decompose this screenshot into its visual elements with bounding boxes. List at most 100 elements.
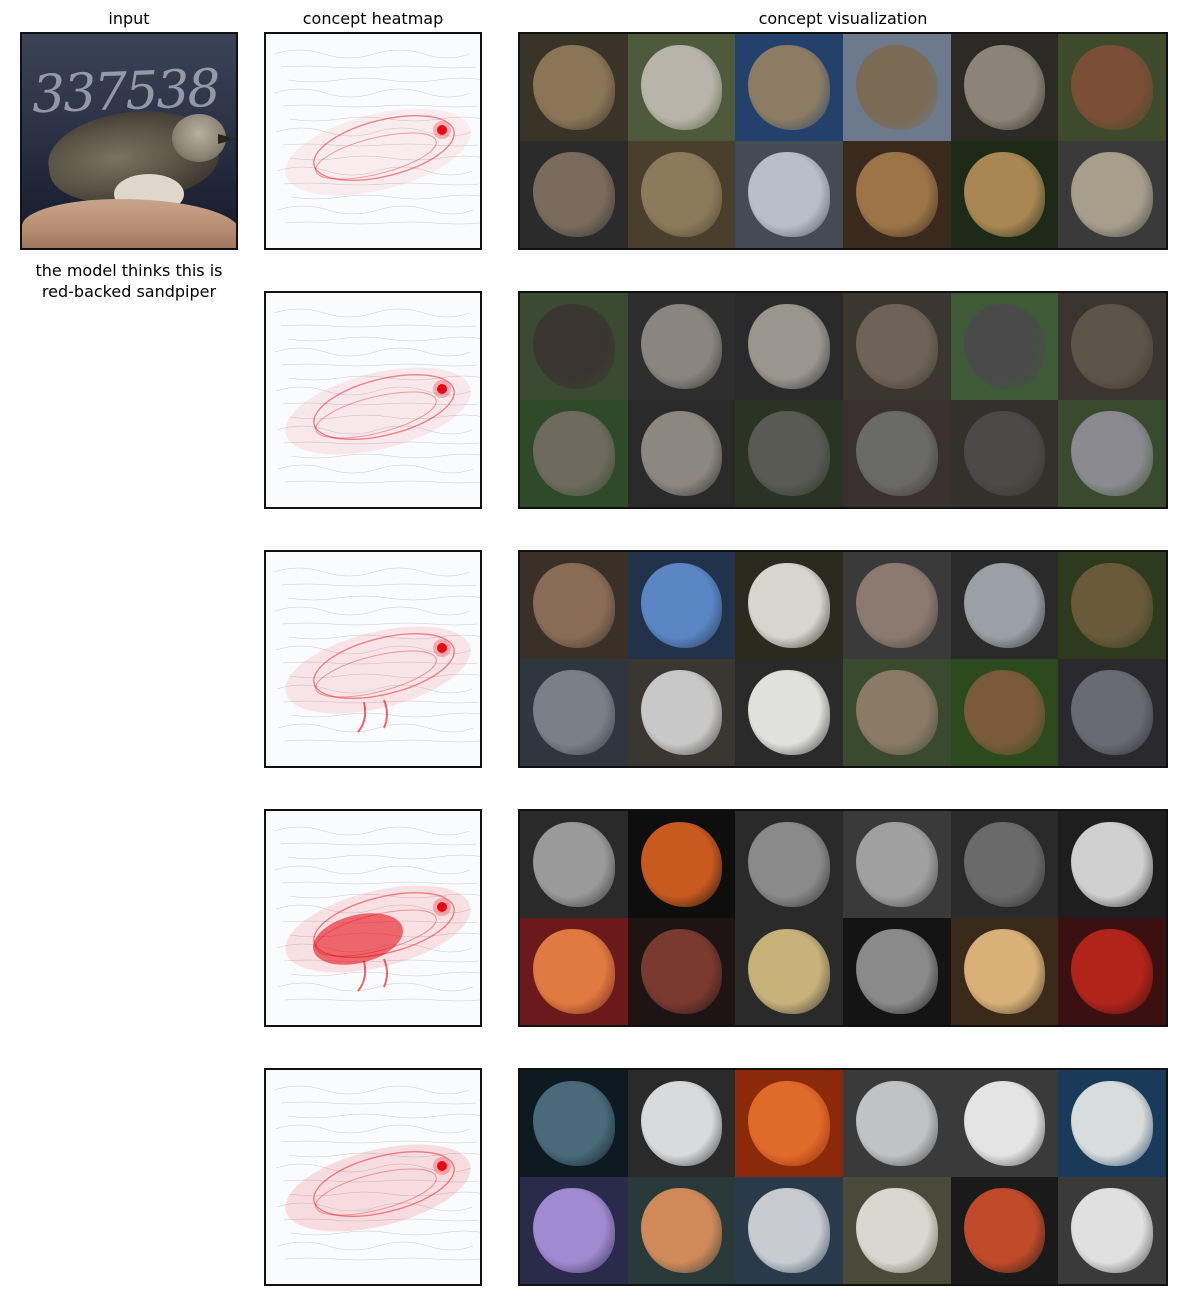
wing-outline: [315, 391, 437, 439]
concept-patch: [627, 400, 736, 507]
highlighted-region: [1071, 151, 1154, 238]
highlighted-region: [1071, 410, 1154, 497]
concept-patch: [735, 1070, 843, 1177]
caption-line-1: the model thinks this is: [35, 261, 223, 280]
eye-hotspot: [437, 1161, 447, 1171]
edge-line: [290, 1230, 480, 1236]
highlighted-region: [963, 410, 1046, 497]
edge-line: [288, 1152, 480, 1158]
highlighted-region: [963, 562, 1046, 649]
concept-patch: [735, 34, 843, 141]
concept-patch: [842, 811, 951, 918]
edge-line: [288, 634, 480, 640]
concept-patch: [842, 141, 951, 248]
edge-line: [280, 842, 477, 846]
edge-line: [289, 1191, 480, 1197]
highlighted-region: [748, 151, 831, 238]
wing-outline: [315, 132, 437, 180]
edge-line: [276, 1202, 473, 1212]
edge-line: [273, 308, 470, 318]
concept-patch: [520, 659, 628, 766]
edge-line: [290, 194, 480, 200]
concept-patch: [520, 34, 628, 141]
highlighted-region: [855, 562, 938, 649]
highlighted-region: [532, 151, 615, 238]
highlighted-region: [532, 44, 615, 131]
concept-patch: [735, 811, 843, 918]
edge-line: [281, 622, 478, 626]
highlighted-region: [963, 1080, 1046, 1167]
edge-line: [281, 104, 478, 108]
concept-patch: [520, 141, 628, 248]
highlighted-region: [640, 1187, 723, 1274]
highlighted-region: [748, 303, 831, 390]
eye-hotspot: [437, 902, 447, 912]
concept-heatmap-3: [264, 550, 482, 768]
concept-patch: [520, 400, 628, 507]
leg-trace: [357, 699, 388, 733]
edge-line: [283, 441, 480, 445]
edge-line: [275, 904, 472, 914]
edge-line: [274, 606, 471, 616]
highlighted-region: [748, 928, 831, 1015]
highlighted-region: [748, 44, 831, 131]
bird-beak: [218, 134, 236, 144]
highlighted-region: [640, 669, 723, 756]
concept-patch: [627, 918, 736, 1025]
edge-line: [288, 116, 480, 122]
edge-line: [275, 386, 472, 396]
highlighted-region: [748, 1187, 831, 1274]
body-outline: [313, 1151, 455, 1217]
concept-patch: [1058, 811, 1166, 918]
heatmap-drawing: [273, 308, 480, 484]
concept-patch: [520, 1177, 628, 1284]
edge-line: [274, 347, 471, 357]
highlighted-region: [855, 928, 938, 1015]
concept-patch: [627, 1070, 736, 1177]
highlighted-region: [640, 44, 723, 131]
edge-line: [283, 182, 480, 186]
edge-line: [290, 453, 480, 459]
prediction-caption: the model thinks this is red-backed sand…: [14, 260, 244, 302]
edge-line: [287, 336, 480, 342]
highlighted-region: [855, 410, 938, 497]
body-outline: [313, 374, 455, 440]
concept-patch: [520, 918, 628, 1025]
concept-patch: [735, 400, 843, 507]
highlighted-region: [532, 669, 615, 756]
concept-patch: [950, 659, 1059, 766]
edge-line: [289, 414, 480, 420]
leg-trace: [357, 958, 388, 992]
wing-outline: [315, 1168, 437, 1216]
concept-patch: [842, 659, 951, 766]
concept-patch: [1058, 34, 1166, 141]
highlighted-region: [1071, 928, 1154, 1015]
concept-patch: [627, 552, 736, 659]
concept-patch: [735, 1177, 843, 1284]
highlighted-region: [1071, 1080, 1154, 1167]
highlighted-region: [963, 1187, 1046, 1274]
highlighted-region: [855, 1080, 938, 1167]
concept-patch: [627, 293, 736, 400]
concept-patch: [1058, 552, 1166, 659]
edge-line: [280, 583, 477, 587]
highlighted-region: [532, 1080, 615, 1167]
highlighted-region: [532, 303, 615, 390]
edge-line: [276, 166, 473, 176]
highlighted-region: [963, 821, 1046, 908]
edge-line: [288, 893, 480, 899]
edge-line: [287, 1113, 480, 1119]
concept-patch: [950, 552, 1059, 659]
concept-patch: [1058, 918, 1166, 1025]
concept-patch: [842, 1177, 951, 1284]
edge-line: [273, 826, 470, 836]
edge-line: [280, 324, 477, 328]
concept-patch: [950, 1070, 1059, 1177]
edge-line: [273, 49, 470, 59]
visualization-column-title: concept visualization: [758, 9, 928, 28]
concept-patch: [950, 811, 1059, 918]
edge-line: [289, 155, 480, 161]
edge-line: [273, 1085, 470, 1095]
edge-line: [282, 143, 479, 147]
edge-line: [281, 1140, 478, 1144]
